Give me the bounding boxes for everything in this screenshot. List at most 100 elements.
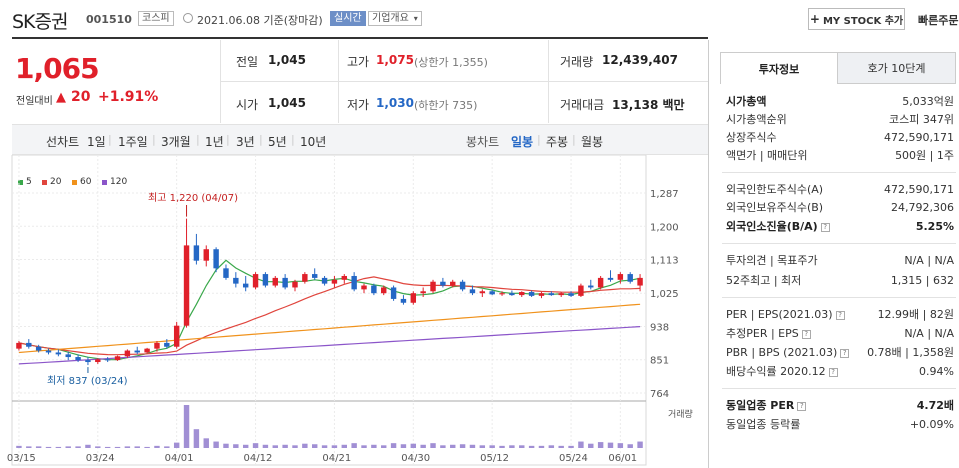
prev-close-label: 전일 (236, 55, 259, 69)
candle-body (223, 268, 229, 278)
candle-weekly[interactable]: 주봉 (546, 135, 569, 149)
candle-body (578, 285, 584, 296)
volume-bar (45, 446, 52, 448)
candle-body (213, 249, 219, 269)
help-icon[interactable]: ? (835, 311, 845, 320)
chart-grid (11, 155, 647, 466)
x-axis-labels: 03/15 03/24 04/01 04/12 04/21 04/30 05/12 05/24… (7, 453, 637, 464)
candle-body (450, 281, 456, 286)
price-chart[interactable]: 1,287 1,200 1,113 1,025 938 851 764 03/15 03/24… (0, 155, 710, 468)
volume-bar (420, 444, 426, 448)
period-10y[interactable]: 10년 (300, 135, 327, 149)
lower-limit: (하한가 735) (414, 99, 478, 112)
quick-order-link[interactable]: 빠른주문 (918, 14, 959, 27)
company-overview-dropdown[interactable]: 기업개요 ▾ (368, 11, 422, 26)
candle-body (588, 285, 594, 288)
chart-frame (11, 155, 647, 466)
volume-bar (381, 445, 387, 448)
my-stock-label: MY STOCK 추가 (822, 15, 904, 27)
volume-bar (430, 443, 436, 448)
candle-daily[interactable]: 일봉 (511, 135, 534, 149)
volume-bar (588, 443, 594, 448)
volume-bar (65, 446, 71, 448)
candle-body (361, 285, 367, 290)
y-tick-label: 1,287 (650, 189, 679, 200)
candle-body (252, 274, 259, 288)
candle-body (134, 350, 140, 353)
help-icon[interactable]: ? (797, 402, 807, 411)
volume-bar (558, 445, 564, 448)
volume-bars (16, 405, 643, 448)
volume-bar (617, 443, 624, 448)
help-icon[interactable]: ? (820, 223, 830, 232)
volume-bar (26, 446, 32, 448)
candle-body (509, 293, 515, 296)
open-label: 시가 (236, 98, 259, 112)
volume-bar (233, 444, 239, 448)
line-chart-label: 선차트 (46, 135, 80, 149)
period-5y[interactable]: 5년 (268, 135, 287, 149)
row-52w: 52주최고 | 최저 1,315 | 632 (726, 274, 954, 287)
volume-value: 12,439,407 (602, 53, 678, 67)
volume-label: 거래량 (668, 408, 693, 420)
candle-body (203, 249, 209, 261)
volume-bar (75, 446, 81, 448)
candle-monthly[interactable]: 월봉 (581, 135, 604, 149)
volume-bar (203, 438, 209, 448)
company-overview-label: 기업개요 (372, 13, 409, 24)
candle-body (617, 274, 624, 280)
low-annotation: 최저 837 (03/24) (47, 375, 128, 387)
change-label: 전일대비 (16, 96, 53, 107)
tab-order-book[interactable]: 호가 10단계 (837, 52, 956, 84)
candle-body (459, 281, 466, 290)
volume-bar (597, 442, 604, 448)
divider (722, 172, 956, 173)
realtime-badge[interactable]: 실시간 (330, 11, 366, 26)
volume-bar (400, 444, 407, 448)
volume-bar (390, 443, 397, 448)
volume-bar (173, 442, 180, 448)
help-icon[interactable]: ? (828, 368, 838, 377)
candle-body (144, 348, 150, 353)
clock-icon (183, 13, 193, 23)
candle-body (282, 277, 288, 288)
candle-body (16, 342, 22, 349)
candle-body (262, 274, 269, 286)
high-value: 1,075 (376, 53, 414, 67)
volume-bar (124, 446, 131, 448)
candle-body (154, 342, 160, 349)
x-tick-label: 03/24 (86, 453, 115, 464)
volume-bar (154, 445, 160, 448)
volume-bar (528, 445, 535, 448)
candle-body (538, 293, 545, 296)
period-1d[interactable]: 1일 (87, 135, 106, 149)
volume-bar (164, 446, 170, 448)
period-3m[interactable]: 3개월 (161, 135, 191, 149)
volume-bar (410, 443, 417, 448)
my-stock-add-button[interactable]: + MY STOCK 추가 (808, 8, 905, 30)
period-1y[interactable]: 1년 (205, 135, 224, 149)
trade-value-label: 거래대금 (560, 98, 605, 112)
separator: | (537, 133, 541, 146)
candle-body (331, 279, 338, 284)
candle-body (85, 360, 91, 363)
period-1w[interactable]: 1주일 (118, 135, 148, 149)
row-market-cap: 시가총액 5,033억원 (726, 95, 954, 108)
tab-invest-info[interactable]: 투자정보 (720, 52, 838, 84)
volume-bar (272, 445, 278, 448)
volume-bar (499, 445, 505, 448)
candle-body (183, 245, 190, 326)
candle-body (519, 292, 525, 296)
help-icon[interactable]: ? (840, 349, 850, 358)
volume-bar (607, 442, 614, 448)
y-tick-label: 1,113 (650, 256, 679, 267)
candle-body (420, 291, 426, 294)
volume-bar (479, 445, 486, 448)
plus-icon: + (809, 12, 820, 26)
volume-bar (302, 443, 308, 448)
volume-bar (114, 446, 121, 448)
help-icon[interactable]: ? (801, 330, 811, 339)
candle-body (499, 293, 505, 295)
volume-bar (223, 443, 229, 448)
period-3y[interactable]: 3년 (236, 135, 255, 149)
